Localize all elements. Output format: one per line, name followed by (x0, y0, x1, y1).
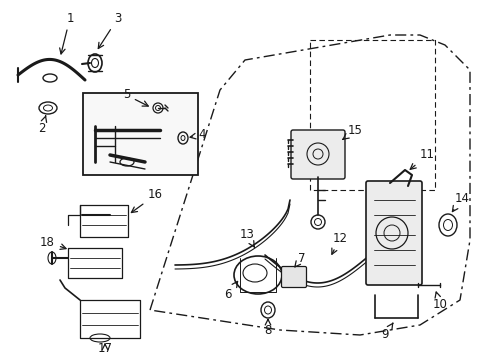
Text: 8: 8 (264, 319, 271, 337)
Text: 15: 15 (342, 123, 362, 139)
FancyBboxPatch shape (281, 266, 306, 288)
FancyBboxPatch shape (290, 130, 345, 179)
Text: 12: 12 (331, 231, 347, 254)
Text: 5: 5 (122, 89, 148, 106)
Text: 10: 10 (432, 292, 447, 311)
Text: 13: 13 (239, 229, 254, 247)
Text: 4: 4 (190, 129, 205, 141)
Text: 1: 1 (60, 12, 74, 54)
Text: 2: 2 (38, 116, 46, 135)
Text: 18: 18 (40, 235, 66, 249)
Text: 11: 11 (409, 148, 434, 169)
Text: 17: 17 (97, 342, 112, 355)
Text: 6: 6 (224, 282, 237, 302)
FancyBboxPatch shape (365, 181, 421, 285)
Text: 16: 16 (131, 189, 163, 212)
Text: 7: 7 (294, 252, 305, 267)
Text: 3: 3 (98, 12, 122, 49)
FancyBboxPatch shape (83, 93, 198, 175)
Text: 14: 14 (451, 192, 468, 212)
Text: 9: 9 (381, 323, 392, 342)
